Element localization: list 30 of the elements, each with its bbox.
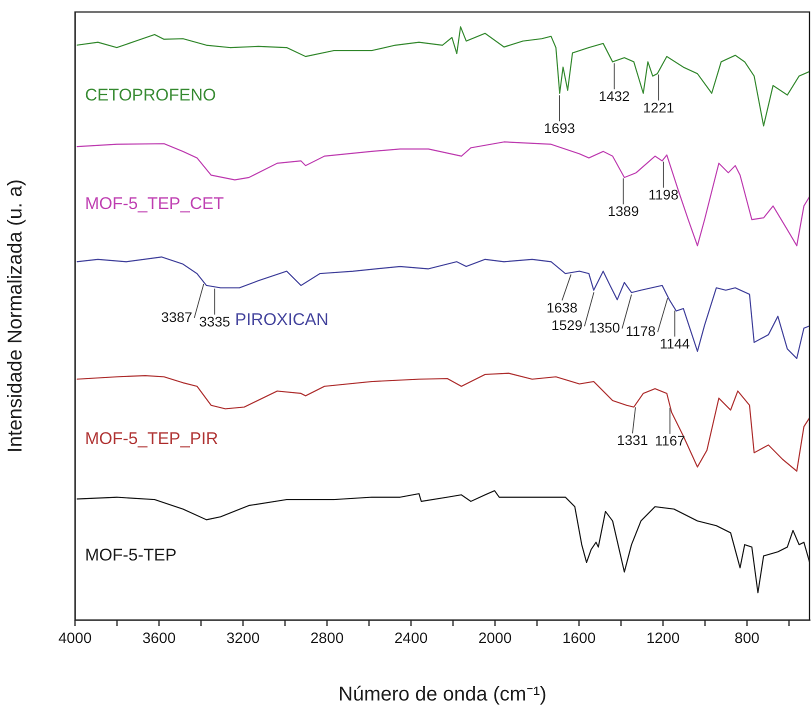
annotation: 3387	[161, 308, 193, 325]
x-tick-label: 2000	[478, 630, 512, 648]
y-axis-title: Intensidade Normalizada (u. a)	[4, 179, 27, 453]
x-tick-label: 3200	[226, 630, 260, 648]
annotation: 1198	[648, 186, 679, 203]
x-tick-label: 2400	[394, 630, 428, 648]
annotation: 1350	[588, 319, 620, 336]
text: CETOPROFENO	[85, 86, 216, 105]
x-axis-title: Número de onda (cm⁻¹)	[338, 684, 547, 706]
annotation: 1389	[608, 203, 640, 220]
annotation: 3335	[199, 313, 230, 330]
annotation: 1178	[626, 322, 656, 339]
x-tick-label: 1600	[562, 630, 596, 648]
x-tick-label: 4000	[58, 630, 92, 648]
series-label: PIROXICAN	[235, 310, 329, 330]
annotation: 1529	[551, 317, 583, 334]
annotation: 1221	[643, 99, 674, 116]
x-tick-label: 2800	[310, 630, 344, 648]
annotation: 1331	[616, 432, 648, 448]
series-label: MOF-5_TEP_CET	[85, 194, 224, 213]
x-tick-label: 800	[734, 630, 760, 648]
series-label: MOF-5_TEP_PIR	[85, 428, 218, 448]
annotation: 1144	[660, 335, 690, 352]
annotation: 1638	[546, 299, 578, 316]
annotation: 1432	[598, 88, 630, 104]
x-tick-label: 1200	[646, 630, 680, 648]
text: MOF-5-TEP	[85, 545, 177, 564]
annotation: 1693	[544, 120, 576, 136]
x-tick-label: 3600	[142, 630, 176, 648]
annotation: 1167	[654, 432, 686, 449]
